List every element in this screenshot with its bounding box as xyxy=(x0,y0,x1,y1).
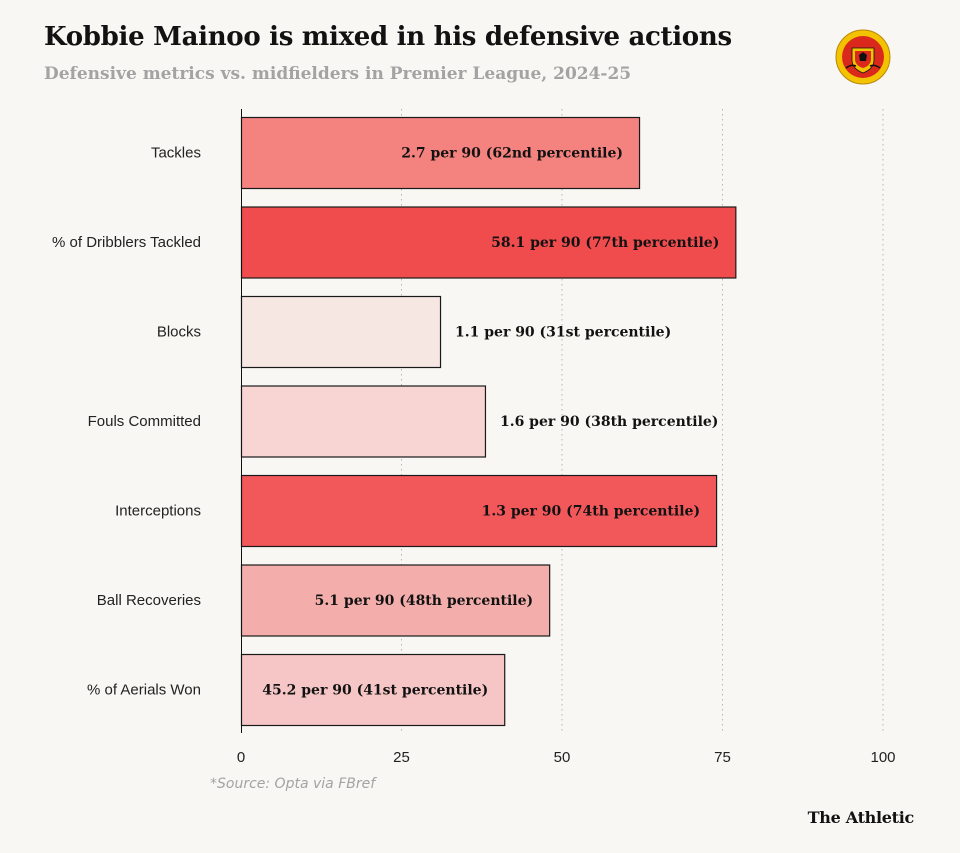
category-label: Ball Recoveries xyxy=(97,592,201,609)
category-label: % of Aerials Won xyxy=(87,682,201,699)
bar xyxy=(240,653,506,727)
data-label: 1.6 per 90 (38th percentile) xyxy=(500,414,718,430)
brand-logo: The Athletic xyxy=(807,808,915,827)
data-label: 1.1 per 90 (31st percentile) xyxy=(455,325,671,341)
category-label: Interceptions xyxy=(115,503,201,520)
source-note: *Source: Opta via FBref xyxy=(210,776,376,792)
category-label: % of Dribblers Tackled xyxy=(52,234,201,251)
data-label: 58.1 per 90 (77th percentile) xyxy=(491,235,719,251)
x-tick-label: 100 xyxy=(870,749,895,766)
x-tick-label: 50 xyxy=(554,749,571,766)
category-label: Fouls Committed xyxy=(88,413,201,430)
x-tick-label: 0 xyxy=(237,749,245,766)
data-label: 5.1 per 90 (48th percentile) xyxy=(315,593,533,609)
category-label: Tackles xyxy=(151,145,201,162)
data-label: 1.3 per 90 (74th percentile) xyxy=(482,504,700,520)
manchester-united-crest-icon xyxy=(835,29,891,85)
bar xyxy=(240,564,551,637)
data-label: 2.7 per 90 (62nd percentile) xyxy=(401,146,623,162)
category-label: Blocks xyxy=(157,324,201,341)
chart-subtitle: Defensive metrics vs. midfielders in Pre… xyxy=(44,64,632,84)
bar xyxy=(240,295,442,369)
chart-title: Kobbie Mainoo is mixed in his defensive … xyxy=(44,22,732,52)
x-tick-label: 75 xyxy=(714,749,731,766)
bar xyxy=(240,206,737,279)
data-label: 45.2 per 90 (41st percentile) xyxy=(262,683,488,699)
x-tick-label: 25 xyxy=(393,749,410,766)
bar xyxy=(240,385,487,458)
